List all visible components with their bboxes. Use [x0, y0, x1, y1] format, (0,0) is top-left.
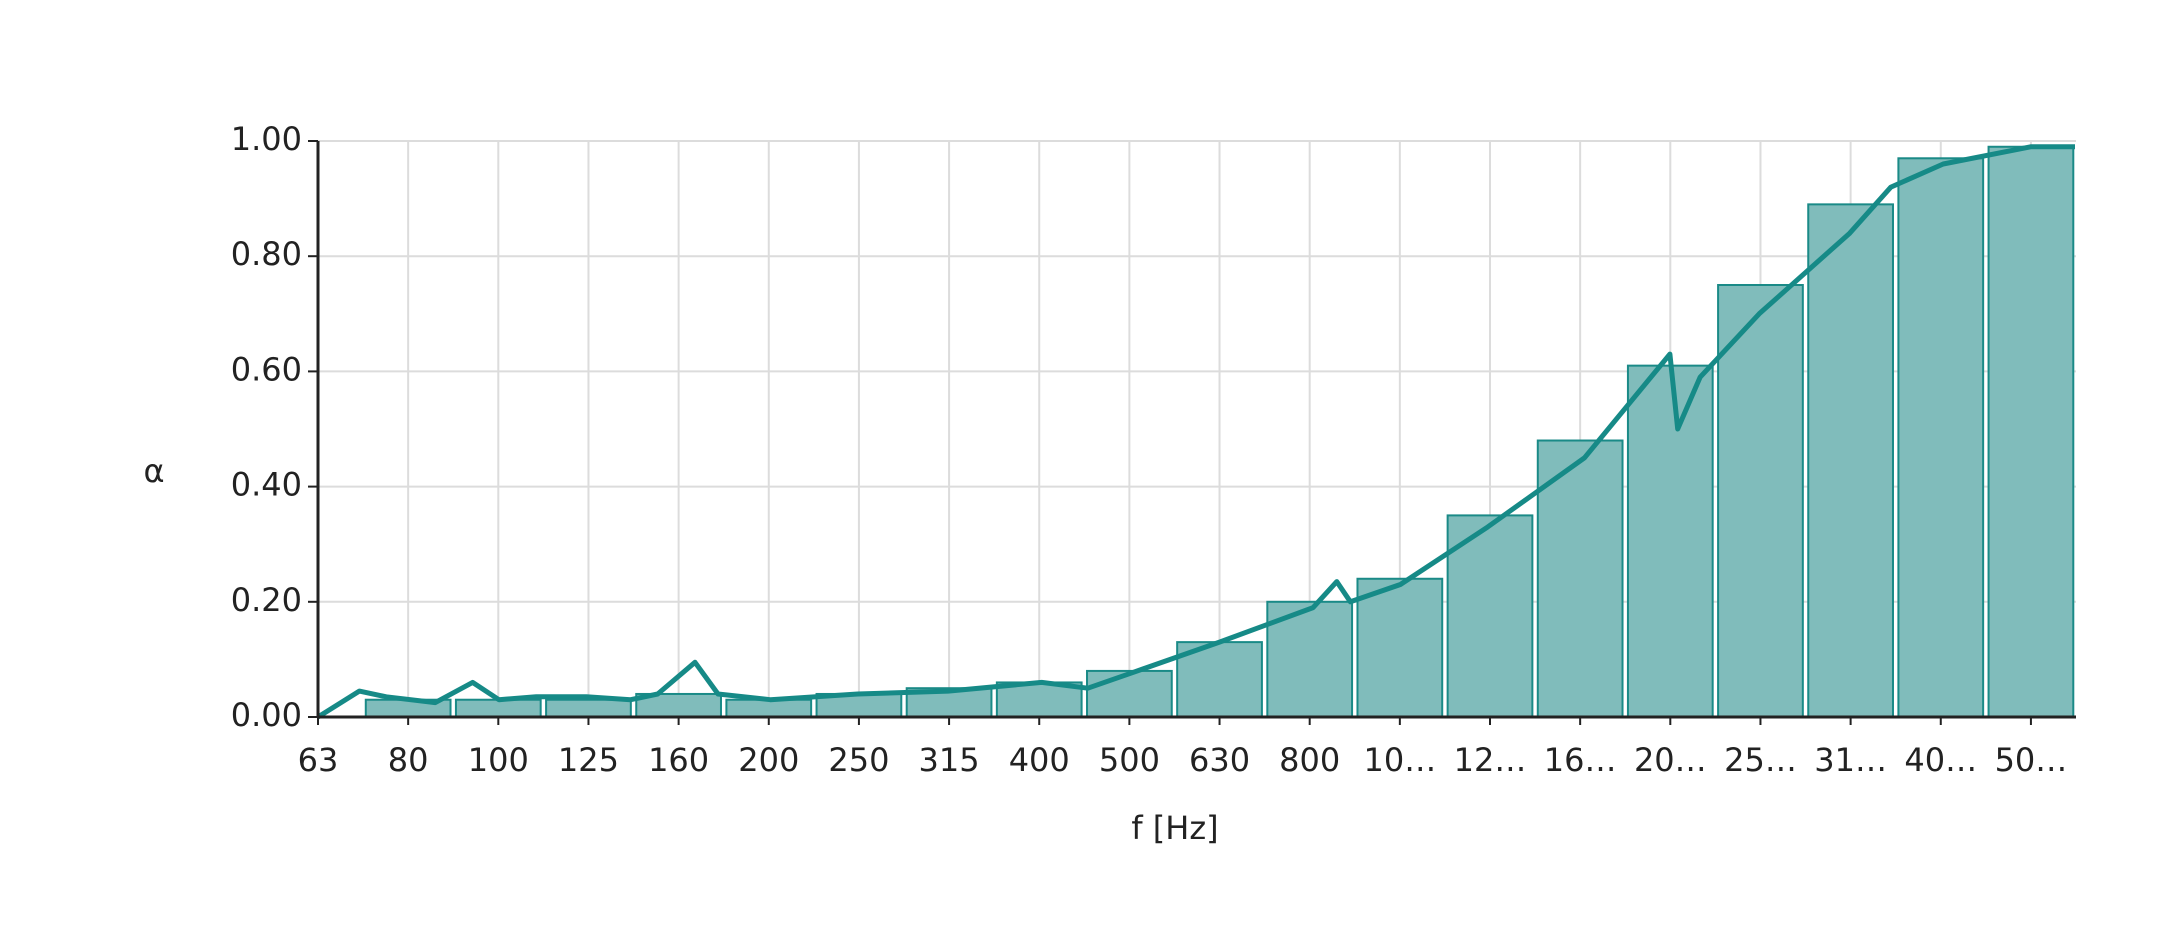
x-tick-label: 25… — [1724, 741, 1797, 779]
x-tick-label: 20… — [1634, 741, 1707, 779]
x-tick-label: 160 — [648, 741, 709, 779]
y-tick-label: 0.60 — [231, 350, 302, 388]
x-tick-label: 250 — [828, 741, 889, 779]
bar — [1626, 364, 1714, 718]
y-tick-label: 0.00 — [231, 696, 302, 734]
x-tick-label: 63 — [298, 741, 339, 779]
x-tick-label: 12… — [1454, 741, 1527, 779]
y-tick-label: 1.00 — [231, 120, 302, 158]
bar — [1086, 669, 1173, 718]
y-tick-label: 0.20 — [231, 581, 302, 619]
x-tick-label: 80 — [388, 741, 429, 779]
bar — [1987, 145, 2075, 718]
x-tick-label: 500 — [1099, 741, 1160, 779]
x-tick-label: 16… — [1544, 741, 1617, 779]
y-axis-label: α — [143, 452, 164, 490]
x-tick-label: 400 — [1009, 741, 1070, 779]
bar — [725, 698, 813, 718]
bar — [1446, 514, 1534, 719]
x-tick-label: 315 — [919, 741, 980, 779]
bar — [1356, 577, 1444, 719]
bar — [1897, 157, 1985, 718]
bar — [1536, 439, 1624, 718]
bar — [1717, 284, 1804, 718]
x-tick-label: 800 — [1279, 741, 1340, 779]
x-tick-label: 10… — [1363, 741, 1436, 779]
x-tick-label: 630 — [1189, 741, 1250, 779]
x-tick-label: 31… — [1814, 741, 1887, 779]
absorption-line — [316, 144, 2075, 720]
x-tick-label: 40… — [1904, 741, 1977, 779]
y-tick-label: 0.80 — [231, 235, 302, 273]
x-tick-label: 50… — [1995, 741, 2068, 779]
x-tick-label: 125 — [558, 741, 619, 779]
bar — [995, 681, 1083, 719]
bar — [545, 698, 632, 718]
bar — [454, 698, 542, 718]
x-tick-label: 200 — [738, 741, 799, 779]
bar — [1807, 203, 1894, 719]
x-axis-label: f [Hz] — [1131, 809, 1218, 847]
x-tick-label: 100 — [468, 741, 529, 779]
y-tick-label: 0.40 — [231, 466, 302, 504]
